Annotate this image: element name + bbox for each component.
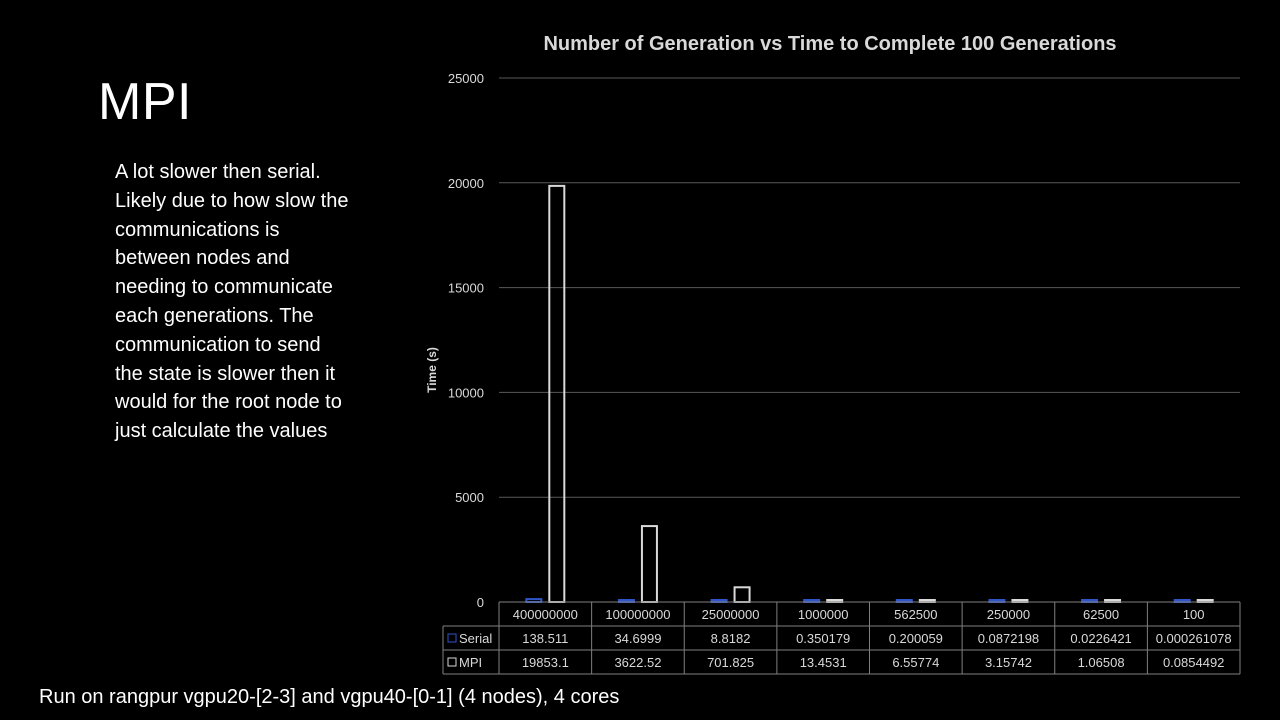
notes-line: would for the root node to — [115, 391, 342, 414]
notes-line: A lot slower then serial. — [115, 161, 321, 183]
x-tick-label: 100000000 — [605, 607, 670, 622]
footer-note: Run on rangpur vgpu20-[2-3] and vgpu40-[… — [39, 686, 620, 708]
data-label: 13.4531 — [800, 655, 847, 670]
data-label: 3622.52 — [614, 655, 661, 670]
data-label: 0.350179 — [796, 631, 850, 646]
data-label: 34.6999 — [614, 631, 661, 646]
notes-line: just calculate the values — [115, 420, 328, 443]
notes-line: needing to communicate — [115, 276, 333, 299]
legend-swatch — [447, 657, 457, 667]
notes-line: communication to send — [115, 333, 321, 356]
y-tick-label: 5000 — [455, 490, 484, 505]
bar-mpi — [733, 586, 751, 603]
notes-text: A lot slower then serial. Likely due to … — [115, 158, 390, 446]
x-tick-label: 25000000 — [702, 607, 760, 622]
data-label: 0.0226421 — [1070, 631, 1131, 646]
x-tick-label: 250000 — [987, 607, 1030, 622]
data-label: 0.200059 — [889, 631, 943, 646]
data-label: 0.0872198 — [978, 631, 1039, 646]
data-label: 0.0854492 — [1163, 655, 1224, 670]
notes-line: communications is — [115, 218, 280, 241]
x-tick-label: 100 — [1183, 607, 1205, 622]
legend-entry: MPI — [459, 655, 482, 670]
notes-line: between nodes and — [115, 247, 290, 270]
data-label: 6.55774 — [892, 655, 939, 670]
data-label: 0.000261078 — [1156, 631, 1232, 646]
data-label: 3.15742 — [985, 655, 1032, 670]
x-tick-label: 400000000 — [513, 607, 578, 622]
legend-swatch — [447, 633, 457, 643]
data-label: 8.8182 — [711, 631, 751, 646]
notes-line: each generations. The — [115, 304, 314, 327]
x-tick-label: 1000000 — [798, 607, 849, 622]
y-tick-label: 15000 — [448, 281, 484, 296]
data-label: 19853.1 — [522, 655, 569, 670]
notes-line: the state is slower then it — [115, 362, 336, 385]
bar-mpi — [640, 525, 658, 603]
data-label: 701.825 — [707, 655, 754, 670]
notes-line: Likely due to how slow the — [115, 189, 349, 212]
y-tick-label: 25000 — [448, 71, 484, 86]
y-tick-label: 10000 — [448, 385, 484, 400]
y-tick-label: 20000 — [448, 176, 484, 191]
y-tick-label: 0 — [477, 595, 484, 610]
chart-title: Number of Generation vs Time to Complete… — [543, 33, 1117, 55]
slide-title: MPI — [98, 73, 192, 131]
data-label: 138.511 — [522, 631, 568, 646]
x-tick-label: 562500 — [894, 607, 937, 622]
legend-entry: Serial — [459, 631, 492, 646]
y-axis-label: Time (s) — [425, 347, 439, 393]
x-tick-label: 62500 — [1083, 607, 1119, 622]
bar-mpi — [548, 184, 566, 603]
data-label: 1.06508 — [1078, 655, 1125, 670]
